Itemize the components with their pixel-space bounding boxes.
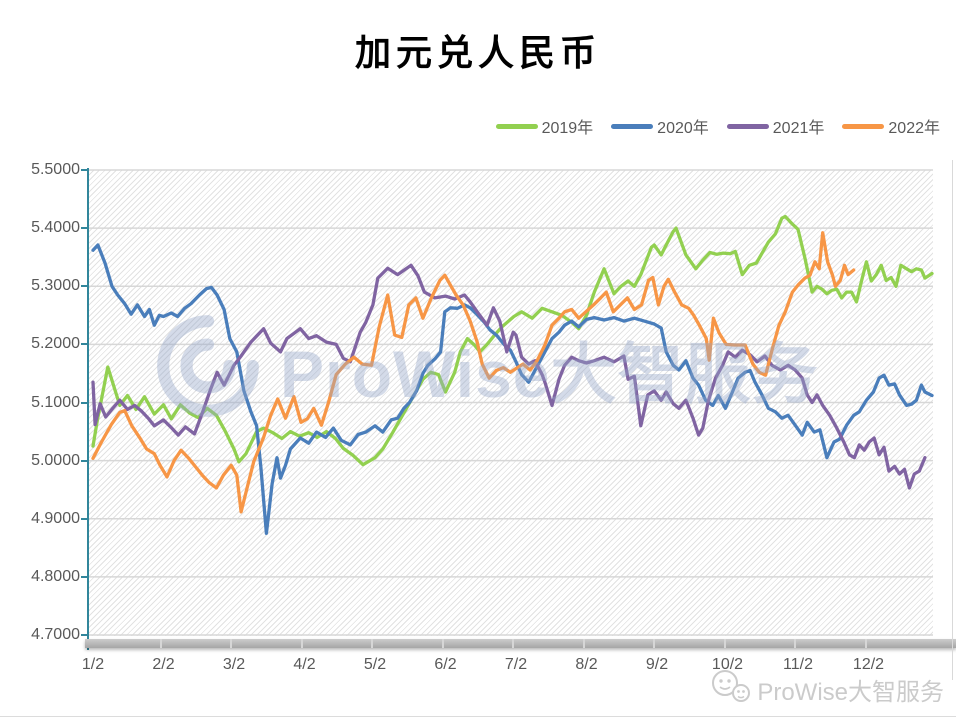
x-axis-label: 3/2 [222,656,246,673]
x-axis-label: 12/2 [852,656,885,673]
legend-swatch [495,123,538,129]
legend-item-2021[interactable]: 2021年 [726,114,825,138]
x-axis-notch [230,639,232,648]
y-axis-label: 5.4000 [31,219,80,237]
chart-legend: 2019年 2020年 2021年 2022年 [495,114,940,138]
y-axis-label: 5.0000 [31,451,80,469]
right-divider [952,160,953,680]
x-axis-notch [723,639,726,648]
y-axis-tick [81,227,88,230]
legend-swatch [611,123,654,129]
y-axis-tick [81,459,88,462]
y-axis-tick [81,634,88,636]
series-line-2022 [91,231,856,514]
x-axis-label: 5/2 [363,656,387,673]
x-axis-notch [441,639,444,648]
x-axis-label: 7/2 [504,656,528,673]
wechat-bubbles-icon [709,668,751,711]
y-axis-label: 5.2000 [31,335,80,353]
x-axis-notch [794,639,796,648]
x-axis-label: 8/2 [575,656,598,673]
y-axis-label: 5.5000 [31,161,80,178]
y-axis-tick [81,401,88,404]
y-axis-tick [81,285,88,288]
footer-brand-text: ProWise大智服务 [757,679,944,706]
legend-label: 2019年 [541,120,594,137]
legend-label: 2020年 [657,120,709,137]
x-axis-notch [512,639,514,648]
y-axis-label: 4.7000 [31,626,80,643]
legend-swatch [726,123,769,129]
legend-swatch [842,123,885,129]
chart-title: 加元兑人民币 [354,32,601,74]
y-axis-tick [81,343,88,346]
series-line-2021 [91,263,927,490]
legend-item-2019[interactable]: 2019年 [495,114,594,138]
x-axis-notch [653,639,655,648]
x-axis-label: 11/2 [783,656,813,673]
x-axis-notch [300,639,303,648]
y-axis-tick [81,517,88,520]
x-axis-label: 4/2 [293,656,316,673]
x-axis-bar [85,639,956,648]
x-axis-label: 1/2 [81,656,105,673]
y-axis-label: 4.9000 [31,509,80,527]
x-axis-notch [371,639,373,648]
legend-label: 2021年 [772,120,825,137]
x-axis-label: 9/2 [645,656,669,673]
y-axis-tick [81,169,88,171]
legend-label: 2022年 [888,120,940,137]
legend-item-2020[interactable]: 2020年 [611,114,709,138]
y-axis-tick [81,575,88,578]
x-axis-notch [159,639,162,648]
x-axis-label: 6/2 [434,656,457,673]
x-axis-label: 2/2 [152,656,175,673]
x-axis-notch [582,639,585,648]
x-axis-notch [864,639,867,648]
x-axis-label: 10/2 [711,656,744,673]
y-axis-label: 4.8000 [31,567,80,585]
y-axis-label: 5.3000 [31,277,80,295]
y-axis-label: 5.1000 [31,393,80,411]
footer-brand: ProWise大智服务 [709,668,944,711]
y-axis-line [87,168,89,650]
legend-item-2022[interactable]: 2022年 [842,114,940,138]
bottom-divider [0,716,956,717]
